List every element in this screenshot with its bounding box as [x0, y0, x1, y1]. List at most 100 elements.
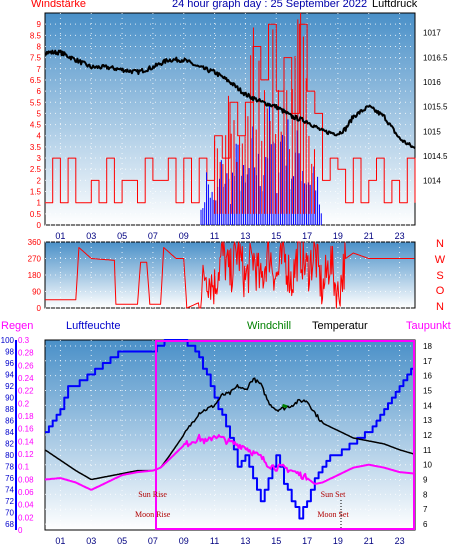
humidity-temperature-xtick-label: 09	[179, 536, 189, 546]
temperatur-label: Temperatur	[312, 320, 368, 332]
windchill-line	[281, 403, 288, 409]
humidity-ytick-label: 80	[5, 451, 14, 460]
humidity-temperature-xtick-label: 07	[148, 536, 158, 546]
rain-ytick-label: 0.24	[18, 374, 34, 383]
wind-ytick-label: 0.5	[30, 210, 42, 219]
rain-ytick-label: 0.12	[18, 450, 34, 459]
compass-label: O	[436, 285, 445, 297]
humidity-line	[45, 339, 415, 520]
pressure-ytick-label: 1014	[423, 177, 441, 186]
wind-pressure-xtick-label: 01	[55, 231, 65, 241]
rain-ytick-label: 0.04	[18, 501, 34, 510]
temp-ytick-label: 10	[423, 461, 432, 470]
rain-ytick-label: 0.26	[18, 361, 34, 370]
header-left-label: Windstärke	[31, 0, 87, 10]
sun-moon-annotation: Sun Rise	[138, 490, 167, 499]
humidity-temperature-xtick-label: 01	[55, 536, 65, 546]
humidity-ytick-label: 90	[5, 394, 14, 403]
humidity-ytick-label: 88	[5, 405, 14, 414]
wind-pressure-xtick-label: 23	[395, 231, 405, 241]
rain-ytick-label: 0.18	[18, 412, 34, 421]
temp-ytick-label: 11	[423, 446, 432, 455]
humidity-ytick-label: 82	[5, 440, 14, 449]
sun-moon-annotation: Moon Rise	[135, 510, 171, 519]
direction-ytick-label: 0	[37, 304, 42, 313]
humidity-temperature-xtick-label: 13	[240, 536, 250, 546]
temp-ytick-label: 9	[423, 476, 428, 485]
humidity-ytick-label: 74	[5, 486, 14, 495]
regen-label: Regen	[1, 320, 34, 332]
wind-ytick-label: 3	[37, 154, 42, 163]
header-right-label: Luftdruck	[372, 0, 418, 10]
rain-ytick-label: 0.22	[18, 387, 34, 396]
wind-pressure-xtick-label: 15	[271, 231, 281, 241]
wind-ytick-label: 4	[37, 132, 42, 141]
wind-direction-line	[45, 241, 415, 309]
humidity-ytick-label: 94	[5, 371, 14, 380]
pressure-ytick-label: 1015.5	[423, 103, 448, 112]
compass-label: N	[436, 301, 444, 313]
wind-pressure-xtick-label: 03	[86, 231, 96, 241]
humidity-temperature-xtick-label: 11	[210, 536, 219, 546]
humidity-temperature-xtick-label: 19	[333, 536, 343, 546]
temp-ytick-label: 12	[423, 431, 432, 440]
wind-ytick-label: 7	[37, 65, 42, 74]
compass-label: S	[436, 270, 443, 282]
temp-ytick-label: 7	[423, 505, 428, 514]
wind-ytick-label: 7.5	[30, 54, 42, 63]
wind-ytick-label: 2.5	[30, 165, 42, 174]
wind-pressure-xtick-label: 19	[333, 231, 343, 241]
humidity-temperature-xtick-label: 17	[302, 536, 312, 546]
temp-ytick-label: 14	[423, 401, 432, 410]
wind-ytick-label: 0	[37, 221, 42, 230]
humidity-ytick-label: 84	[5, 428, 14, 437]
wind-ytick-label: 6	[37, 87, 42, 96]
humidity-ytick-label: 76	[5, 474, 14, 483]
wind-pressure-xtick-label: 17	[302, 231, 312, 241]
windchill-label: Windchill	[247, 320, 292, 332]
wind-ytick-label: 5	[37, 109, 42, 118]
humidity-temperature-xtick-label: 05	[117, 536, 127, 546]
direction-ytick-label: 180	[28, 271, 42, 280]
header-title: 24 hour graph day : 25 September 2022	[172, 0, 368, 10]
pressure-ytick-label: 1017	[423, 29, 441, 38]
temp-ytick-label: 8	[423, 490, 428, 499]
luftfeuchte-label: Luftfeuchte	[66, 320, 121, 332]
wind-ytick-label: 8.5	[30, 31, 42, 40]
humidity-ytick-label: 92	[5, 382, 14, 391]
wind-pressure-xtick-label: 11	[210, 231, 219, 241]
humidity-ytick-label: 86	[5, 417, 14, 426]
humidity-ytick-label: 70	[5, 509, 14, 518]
daylight-box	[155, 340, 415, 530]
pressure-ytick-label: 1014.5	[423, 152, 448, 161]
direction-ytick-label: 90	[32, 288, 41, 297]
wind-ytick-label: 5.5	[30, 98, 42, 107]
wind-speed-line	[45, 23, 416, 204]
humidity-temperature-xtick-label: 15	[271, 536, 281, 546]
humidity-ytick-label: 98	[5, 348, 14, 357]
wind-pressure-xtick-label: 09	[179, 231, 189, 241]
temp-ytick-label: 15	[423, 386, 432, 395]
pressure-ytick-label: 1016	[423, 78, 441, 87]
direction-ytick-label: 270	[28, 255, 42, 264]
temp-ytick-label: 16	[423, 372, 432, 381]
dewpoint-line	[44, 433, 416, 491]
pressure-line	[44, 49, 416, 150]
wind-ytick-label: 2	[37, 176, 42, 185]
wind-pressure-xtick-label: 21	[364, 231, 374, 241]
humidity-temperature-xtick-label: 21	[364, 536, 374, 546]
temp-ytick-label: 17	[423, 357, 432, 366]
wind-ytick-label: 4.5	[30, 121, 42, 130]
taupunkt-label: Taupunkt	[406, 320, 451, 332]
sun-moon-annotation: Sun Set	[321, 490, 346, 499]
rain-ytick-label: 0.1	[18, 463, 30, 472]
temp-ytick-label: 18	[423, 342, 432, 351]
rain-ytick-label: 0.02	[18, 513, 34, 522]
rain-ytick-label: 0.08	[18, 475, 34, 484]
pressure-ytick-label: 1016.5	[423, 53, 448, 62]
temperature-line	[44, 377, 416, 481]
rain-ytick-label: 0.3	[18, 336, 30, 345]
wind-pressure-xtick-label: 13	[240, 231, 250, 241]
sun-moon-annotation: Moon Set	[317, 510, 349, 519]
